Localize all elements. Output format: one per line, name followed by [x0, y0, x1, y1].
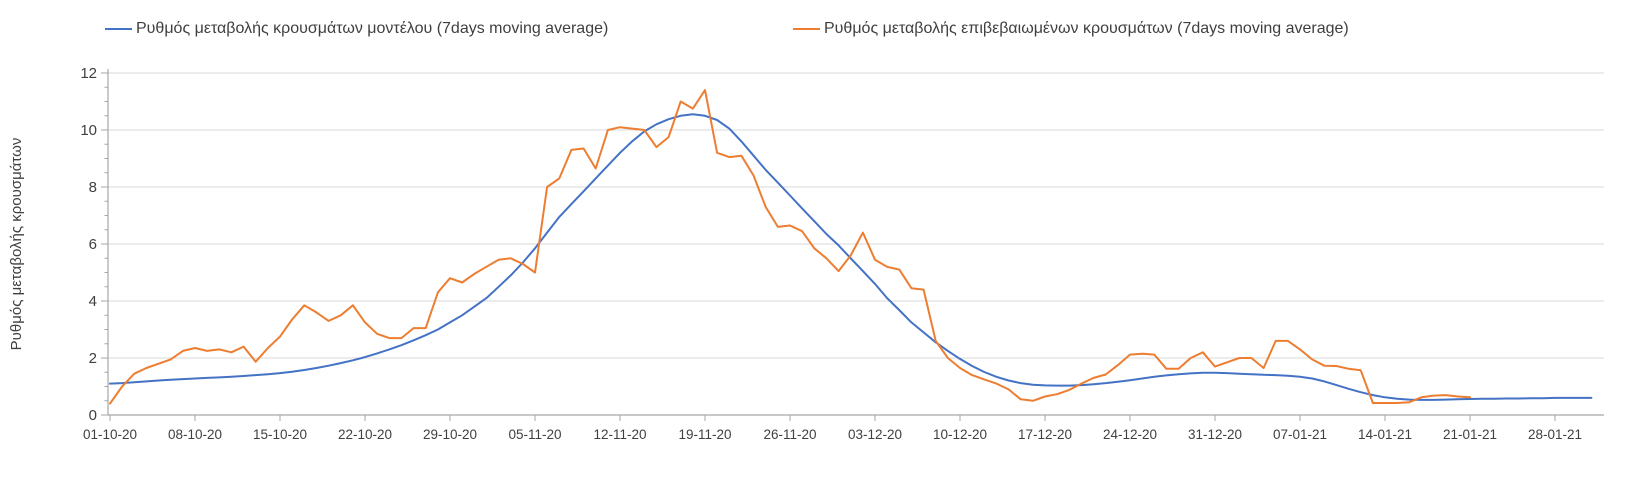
confirmed-series-legend-line-icon	[793, 28, 820, 30]
y-axis-tick-label: 4	[89, 293, 97, 310]
x-axis-tick-label: 14-01-21	[1358, 427, 1412, 442]
x-axis-tick-label: 26-11-20	[763, 427, 816, 442]
x-axis-tick-label: 03-12-20	[848, 427, 902, 442]
legend-item-confirmed: Ρυθμός μεταβολής επιβεβαιωμένων κρουσμάτ…	[793, 20, 1349, 38]
y-axis-tick-label: 0	[89, 407, 97, 424]
x-axis-tick-label: 19-11-20	[678, 427, 731, 442]
model-series-legend-line-icon	[105, 28, 132, 30]
x-axis-tick-label: 12-11-20	[593, 427, 646, 442]
x-axis-tick-label: 28-01-21	[1528, 427, 1582, 442]
x-axis-tick-label: 08-10-20	[168, 427, 222, 442]
x-axis-tick-label: 22-10-20	[338, 427, 392, 442]
y-axis-tick-label: 8	[89, 179, 97, 196]
x-axis-tick-label: 24-12-20	[1103, 427, 1157, 442]
x-axis-tick-label: 07-01-21	[1273, 427, 1327, 442]
model-series-line	[109, 113, 1593, 401]
y-axis-tick-label: 2	[89, 350, 97, 367]
x-axis-tick-label: 05-11-20	[508, 427, 561, 442]
x-axis-tick-label: 15-10-20	[253, 427, 307, 442]
y-axis-tick-label: 10	[80, 122, 97, 139]
x-axis-tick-label: 10-12-20	[933, 427, 987, 442]
x-axis-tick-label: 29-10-20	[423, 427, 477, 442]
x-axis-tick-label: 01-10-20	[83, 427, 137, 442]
x-axis-tick-label: 31-12-20	[1188, 427, 1242, 442]
y-axis-tick-label: 6	[89, 236, 97, 253]
x-axis-tick-label: 21-01-21	[1443, 427, 1497, 442]
legend-item-model: Ρυθμός μεταβολής κρουσμάτων μοντέλου (7d…	[105, 20, 608, 38]
y-axis-tick-label: 12	[80, 65, 97, 82]
x-axis-tick-label: 17-12-20	[1018, 427, 1072, 442]
legend-label-model: Ρυθμός μεταβολής κρουσμάτων μοντέλου (7d…	[136, 20, 609, 37]
legend-label-confirmed: Ρυθμός μεταβολής επιβεβαιωμένων κρουσμάτ…	[824, 20, 1349, 37]
confirmed-series-line	[109, 89, 1471, 405]
